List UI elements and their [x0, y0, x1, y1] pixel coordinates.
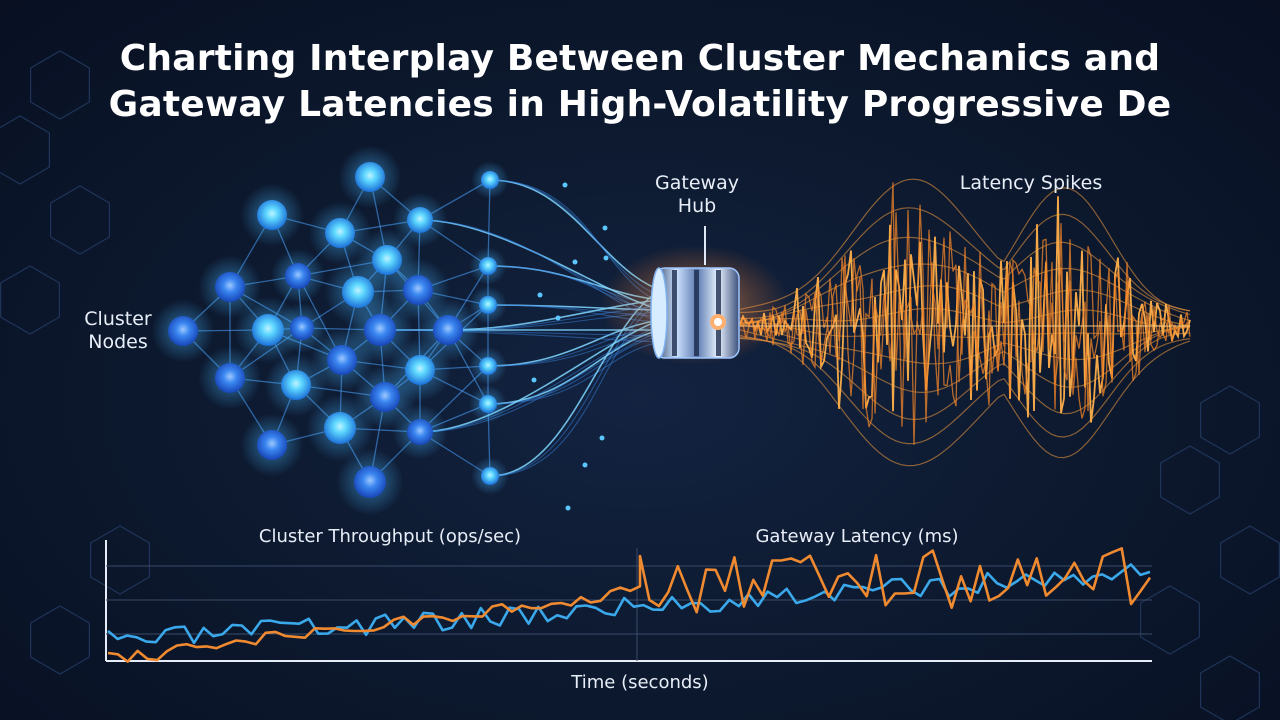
gateway-hub-label: Gateway Hub — [655, 172, 739, 217]
gateway-latency-label: Gateway Latency (ms) — [755, 526, 959, 547]
hexagon-shape — [0, 265, 61, 335]
cluster-node — [479, 296, 497, 314]
latency-wave-line — [739, 337, 1191, 467]
cluster-node — [479, 257, 497, 275]
flow-particle — [531, 377, 537, 383]
latency-spikes-label: Latency Spikes — [959, 172, 1103, 194]
hexagon-shape — [1139, 585, 1201, 655]
latency-series-line — [107, 547, 1152, 663]
flow-particle — [572, 259, 578, 265]
latency-wave-line — [739, 178, 1191, 312]
cluster-node — [168, 316, 198, 346]
latency-wave-line — [739, 324, 1191, 365]
gateway-hub-icon — [600, 226, 790, 365]
latency-spike-line — [739, 196, 1191, 423]
hexagon-shape — [0, 115, 51, 185]
latency-wave-line — [739, 326, 1191, 394]
cluster-node — [257, 200, 287, 230]
cluster-node — [407, 207, 433, 233]
flow-particle — [582, 462, 588, 468]
flow-particle — [603, 255, 609, 261]
x-axis-label: Time (seconds) — [571, 672, 709, 693]
cluster-node — [252, 314, 284, 346]
hexagon-shape — [49, 185, 111, 255]
latency-spike-line — [739, 212, 1191, 445]
flow-particle — [555, 315, 561, 321]
hexagon-shape — [89, 525, 150, 595]
cluster-node — [257, 430, 287, 460]
cluster-nodes — [151, 145, 509, 516]
cluster-node — [281, 370, 311, 400]
cluster-node — [290, 316, 314, 340]
hexagon-shape — [1159, 445, 1221, 515]
cluster-nodes-label: Cluster Nodes — [84, 308, 152, 353]
flow-particle — [599, 435, 605, 441]
cluster-node — [407, 419, 433, 445]
cluster-node — [215, 272, 245, 302]
cluster-node — [285, 263, 311, 289]
cluster-node — [372, 245, 402, 275]
hexagon-shape — [1199, 655, 1261, 720]
hexagon-shape — [30, 605, 91, 675]
cluster-node — [325, 218, 355, 248]
cluster-node — [355, 162, 385, 192]
cluster-node — [433, 315, 463, 345]
cluster-node — [370, 382, 400, 412]
flow-particle — [602, 225, 608, 231]
latency-waves — [739, 178, 1191, 467]
latency-wave-line — [739, 207, 1191, 314]
cluster-node — [481, 171, 499, 189]
hexagon-shape — [1199, 385, 1261, 455]
latency-wave-line — [739, 321, 1191, 338]
throughput-series-line — [107, 563, 1151, 645]
cluster-node — [479, 357, 497, 375]
cluster-node — [403, 275, 433, 305]
cluster-node — [354, 466, 386, 498]
flow-particle — [537, 292, 543, 298]
latency-spike-line — [739, 182, 1191, 428]
throughput-label: Cluster Throughput (ops/sec) — [258, 526, 522, 547]
cluster-node — [479, 395, 497, 413]
cluster-node — [327, 345, 357, 375]
cluster-node — [324, 412, 356, 444]
flow-particle — [562, 182, 568, 188]
cluster-node — [364, 314, 396, 346]
cluster-node — [405, 355, 435, 385]
hexagon-shape — [30, 50, 91, 120]
hexagon-shape — [1219, 525, 1280, 595]
title-line-2: Gateway Latencies in High-Volatility Pro… — [108, 84, 1172, 125]
flow-particle — [565, 505, 571, 511]
cluster-node — [481, 467, 499, 485]
title-line-1: Charting Interplay Between Cluster Mecha… — [119, 38, 1161, 79]
cluster-node — [215, 363, 245, 393]
